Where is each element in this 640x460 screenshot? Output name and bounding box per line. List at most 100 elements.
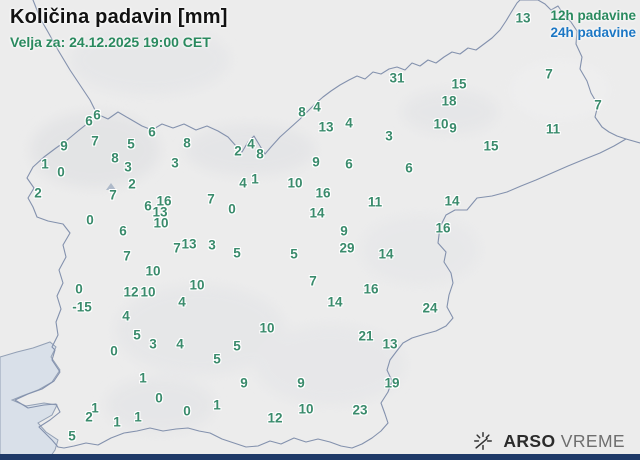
station-value: 1 — [134, 409, 142, 425]
station-value: 4 — [247, 136, 255, 152]
station-value: 0 — [183, 403, 191, 419]
station-value: 8 — [183, 135, 191, 151]
legend: 12h padavine 24h padavine — [550, 7, 636, 41]
terrain-shading — [30, 25, 610, 433]
station-value: 3 — [385, 128, 393, 144]
station-value: 5 — [233, 338, 241, 354]
station-value: 9 — [449, 120, 457, 136]
station-value: 14 — [327, 294, 343, 310]
station-value: 7 — [545, 66, 553, 82]
station-value: 10 — [259, 320, 275, 336]
station-value: 16 — [363, 281, 379, 297]
page-title: Količina padavin [mm] — [10, 6, 228, 28]
station-value: 19 — [384, 375, 400, 391]
station-value: 9 — [312, 154, 320, 170]
station-value: 13 — [382, 336, 398, 352]
map-header: Količina padavin [mm] Velja za: 24.12.20… — [10, 6, 228, 50]
station-value: 0 — [155, 390, 163, 406]
station-value: 7 — [207, 191, 215, 207]
station-value: 16 — [435, 220, 451, 236]
station-value: 1 — [213, 397, 221, 413]
station-value: 11 — [545, 121, 561, 137]
brand-arso: ARSO — [503, 430, 556, 451]
station-value: 7 — [309, 273, 317, 289]
station-value: 3 — [124, 159, 132, 175]
station-value: 3 — [208, 237, 216, 253]
station-value: 3 — [171, 155, 179, 171]
station-value: 10 — [298, 401, 314, 417]
station-value: 10 — [433, 116, 449, 132]
station-value: 6 — [144, 198, 152, 214]
station-value: 6 — [85, 113, 93, 129]
station-value: 24 — [422, 300, 438, 316]
station-value: 4 — [178, 294, 186, 310]
brand-vreme: VREME — [560, 430, 625, 451]
station-value: 1 — [91, 400, 99, 416]
station-value: 8 — [256, 146, 264, 162]
station-value: 8 — [111, 150, 119, 166]
station-value: 5 — [133, 327, 141, 343]
valid-time-label: Velja za: 24.12.2025 19:00 CET — [10, 34, 211, 50]
station-value: 23 — [352, 402, 368, 418]
station-value: 9 — [60, 138, 68, 154]
station-value: 10 — [140, 284, 156, 300]
station-value: 1 — [139, 370, 147, 386]
station-value: 5 — [233, 245, 241, 261]
station-value: 0 — [86, 212, 94, 228]
station-value: 29 — [339, 240, 355, 256]
station-value: -15 — [72, 299, 92, 315]
legend-item-12h: 12h padavine — [550, 8, 636, 23]
station-value: 18 — [441, 93, 457, 109]
station-value: 1 — [41, 156, 49, 172]
station-value: 12 — [123, 284, 139, 300]
station-value: 7 — [594, 97, 602, 113]
station-value: 14 — [309, 205, 325, 221]
station-value: 13 — [515, 10, 531, 26]
station-value: 4 — [176, 336, 184, 352]
station-value: 6 — [405, 160, 413, 176]
station-value: 9 — [297, 375, 305, 391]
station-value: 12 — [267, 410, 283, 426]
station-value: 14 — [378, 246, 394, 262]
station-value: 15 — [483, 138, 499, 154]
station-value: 6 — [93, 107, 101, 123]
station-value: 13 — [318, 119, 334, 135]
station-value: 1 — [251, 171, 259, 187]
station-value: 2 — [85, 409, 93, 425]
station-value: 4 — [122, 308, 130, 324]
station-value: 31 — [389, 70, 405, 86]
station-value: 9 — [240, 375, 248, 391]
station-value: 4 — [313, 99, 321, 115]
station-value: 6 — [119, 223, 127, 239]
station-value: 10 — [153, 215, 169, 231]
station-value: 16 — [156, 193, 172, 209]
bottom-bar — [0, 454, 640, 460]
station-value: 2 — [34, 185, 42, 201]
station-value: 5 — [213, 351, 221, 367]
station-value: 10 — [145, 263, 161, 279]
national-borders — [14, 0, 640, 449]
brand-text: ARSO VREME — [503, 431, 625, 452]
station-value: 4 — [345, 115, 353, 131]
station-value: 7 — [173, 240, 181, 256]
station-value: 3 — [149, 336, 157, 352]
station-value: 2 — [128, 176, 136, 192]
map-marker-icon — [106, 183, 116, 190]
station-value: 8 — [298, 104, 306, 120]
arso-vreme-logo: ARSO VREME — [472, 430, 625, 452]
station-value: 7 — [123, 248, 131, 264]
station-value: 10 — [189, 277, 205, 293]
station-value: 7 — [91, 133, 99, 149]
station-value: 13 — [181, 236, 197, 252]
station-value: 11 — [367, 194, 383, 210]
station-value: 16 — [315, 185, 331, 201]
station-value: 14 — [444, 193, 460, 209]
station-value: 21 — [358, 328, 374, 344]
station-value: 2 — [234, 143, 242, 159]
station-value: 5 — [290, 246, 298, 262]
station-value: 15 — [451, 76, 467, 92]
station-value: 5 — [127, 136, 135, 152]
legend-item-24h: 24h padavine — [550, 25, 636, 40]
